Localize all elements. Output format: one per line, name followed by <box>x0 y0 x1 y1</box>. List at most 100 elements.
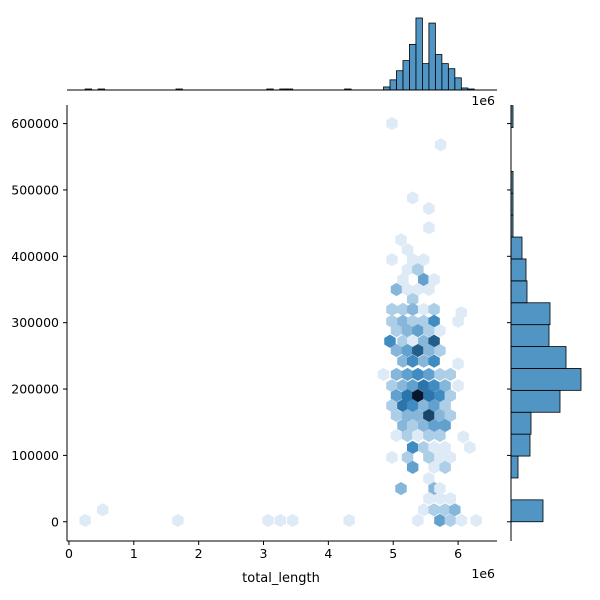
hexbin-cell <box>434 408 446 423</box>
top-histogram-bar <box>447 68 456 91</box>
hexbin-cell <box>401 343 414 358</box>
hexbin-cell <box>423 491 435 506</box>
hexbin-cell <box>418 302 430 316</box>
hexbin-cell <box>434 343 446 358</box>
hexbin-cell <box>401 367 414 382</box>
hexbin-cell <box>428 399 440 413</box>
hexbin-cell <box>444 491 457 506</box>
top-histogram-bar <box>402 60 410 91</box>
hexbin-cell <box>418 440 430 455</box>
right-histogram-bar <box>510 499 544 523</box>
hexbin-cell <box>406 334 419 348</box>
hexbin-cell <box>390 367 403 382</box>
hexbin-cell <box>434 428 446 443</box>
right-histogram-bar <box>510 236 523 260</box>
right-histogram-bars <box>510 105 582 523</box>
hexbin-cell <box>401 324 414 338</box>
hexbin-cell <box>397 354 409 368</box>
top-histogram-bar <box>396 70 404 91</box>
hexbin-cell <box>418 379 430 393</box>
hexbin-cell <box>439 399 451 413</box>
hexbin-cell <box>423 428 435 443</box>
hexbin-cell <box>406 460 419 474</box>
right-histogram-bar <box>510 455 519 479</box>
top-histogram-bar <box>389 79 397 91</box>
right-histogram-bar <box>510 346 567 369</box>
hexbin-cell <box>423 282 435 297</box>
hexbin-cell <box>390 408 403 423</box>
hexbin-cell <box>401 389 414 403</box>
hexbin-cell <box>395 233 407 247</box>
hexbin-cell <box>434 491 446 506</box>
hexbin-cell <box>428 440 440 455</box>
hexbin-cell <box>412 343 424 358</box>
right-histogram-bar <box>510 389 561 413</box>
y-tick-label: 600000 <box>11 116 59 131</box>
hexbin-cell <box>423 221 435 235</box>
right-histogram-bar <box>510 368 582 391</box>
hexbin-cell <box>423 389 435 403</box>
y-tick-label: 300000 <box>11 315 59 330</box>
hexbin-cell <box>406 302 419 316</box>
x-axis: 0 1 2 3 4 5 6 <box>65 541 462 561</box>
hexbin-cell <box>401 428 414 443</box>
hexbin-cell <box>384 334 396 348</box>
hexbin-cell <box>428 354 440 368</box>
hexbin-cell <box>386 399 398 413</box>
hexbin-cell <box>452 379 464 393</box>
hexbin-cell <box>418 354 430 368</box>
hexbin-cell <box>406 191 419 205</box>
hexbin-cell <box>444 513 457 528</box>
right-histogram-bar <box>510 280 528 304</box>
hexbin-cell <box>418 253 430 267</box>
right-marginal-histogram <box>507 105 582 541</box>
y-axis: 0 100000 200000 300000 400000 500000 600000 <box>11 116 67 529</box>
hexbin-cell <box>418 272 430 287</box>
hexbin-plot: 0 1 2 3 4 5 6 0 100000 200000 300000 400000 500000 6… <box>11 105 497 586</box>
hexbin-cell <box>449 503 461 517</box>
hexbin-cell <box>423 201 435 216</box>
hexbin-cell <box>434 138 447 152</box>
hexbin-cell <box>412 513 424 528</box>
y-tick-label: 0 <box>51 514 59 529</box>
hexbin-cell <box>434 513 446 528</box>
hexbin-cell <box>390 343 403 358</box>
right-histogram-bar <box>510 411 532 435</box>
y-tick-label: 400000 <box>11 249 59 264</box>
hexbin-cell <box>395 481 407 496</box>
hexbin-cell <box>434 324 446 338</box>
hexbin-cell <box>397 314 409 328</box>
hexbin-cell <box>444 408 457 423</box>
hexbin-cell <box>439 503 451 517</box>
hexbin-cell <box>406 418 419 433</box>
hexbin-cell <box>418 334 430 348</box>
hexbin-cell <box>470 513 482 528</box>
hexbin-cell <box>397 418 409 433</box>
hexbin-cell <box>418 418 430 433</box>
hexbin-cell <box>428 460 440 474</box>
hexbin-cell <box>386 116 398 131</box>
hexbin-cell <box>401 282 414 297</box>
x-tick-label: 4 <box>324 546 332 561</box>
hexbin-cell <box>406 292 419 307</box>
top-histogram-bar <box>441 63 449 91</box>
top-marginal-histogram: 1e6 <box>67 17 497 108</box>
hexbin-cell <box>423 472 435 486</box>
hexbin-cell <box>401 262 414 277</box>
hexbin-cell <box>401 243 414 257</box>
right-histogram-axis <box>507 105 512 541</box>
hexbin-cell <box>397 334 409 348</box>
hexbin-cell <box>386 450 398 464</box>
x-tick-label: 6 <box>454 546 462 561</box>
x-tick-label: 5 <box>389 546 397 561</box>
hexbin-cell <box>397 272 409 287</box>
hexbin-cell <box>390 324 403 338</box>
hexbin-cell <box>428 314 440 328</box>
hexbin-cell <box>397 379 409 393</box>
top-histogram-offset-label: 1e6 <box>471 93 495 108</box>
x-tick-label: 1 <box>130 546 138 561</box>
hexbin-cell <box>457 430 469 444</box>
hexbin-cell <box>412 408 424 423</box>
top-histogram-bar <box>428 22 436 91</box>
top-histogram-bar <box>415 17 423 91</box>
